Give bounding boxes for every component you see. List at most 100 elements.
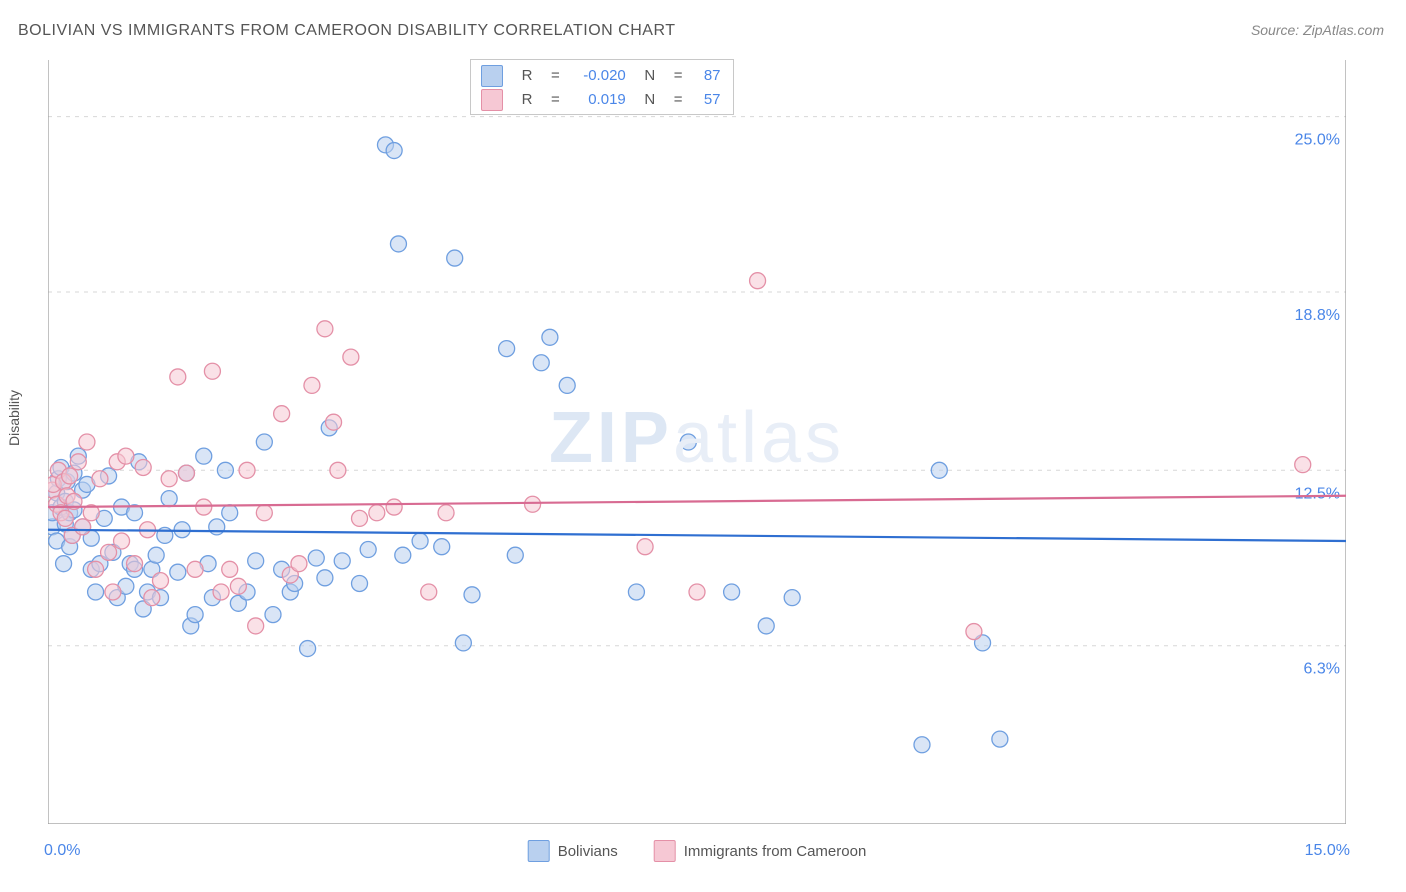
legend-label: Immigrants from Cameroon	[684, 843, 867, 860]
data-point	[170, 369, 186, 385]
data-point	[222, 561, 238, 577]
data-point	[118, 448, 134, 464]
data-point	[542, 329, 558, 345]
data-point	[525, 496, 541, 512]
data-point	[390, 236, 406, 252]
legend-swatch	[654, 840, 676, 862]
data-point	[1295, 457, 1311, 473]
data-point	[386, 143, 402, 159]
data-point	[966, 624, 982, 640]
x-min-label: 0.0%	[44, 842, 80, 860]
data-point	[56, 556, 72, 572]
legend-label: Bolivians	[558, 843, 618, 860]
data-point	[79, 434, 95, 450]
legend-item: Immigrants from Cameroon	[654, 840, 867, 862]
data-point	[637, 539, 653, 555]
data-point	[209, 519, 225, 535]
data-point	[304, 377, 320, 393]
data-point	[533, 355, 549, 371]
data-point	[308, 550, 324, 566]
n-label: N	[636, 64, 664, 88]
y-grid-label: 18.8%	[1295, 307, 1340, 324]
data-point	[784, 590, 800, 606]
data-point	[330, 462, 346, 478]
data-point	[57, 510, 73, 526]
x-max-label: 15.0%	[1305, 842, 1350, 860]
data-point	[135, 459, 151, 475]
data-point	[628, 584, 644, 600]
data-point	[178, 465, 194, 481]
correlation-legend: R=-0.020N=87R=0.019N=57	[470, 59, 734, 115]
data-point	[161, 471, 177, 487]
equals: =	[551, 88, 560, 112]
data-point	[256, 434, 272, 450]
data-point	[114, 533, 130, 549]
data-point	[758, 618, 774, 634]
data-point	[127, 556, 143, 572]
data-point	[274, 406, 290, 422]
y-grid-label: 6.3%	[1304, 661, 1340, 678]
legend-item: Bolivians	[528, 840, 618, 862]
data-point	[447, 250, 463, 266]
equals: =	[674, 64, 683, 88]
data-point	[464, 587, 480, 603]
n-label: N	[636, 88, 664, 112]
y-axis-label: Disability	[6, 390, 22, 446]
data-point	[291, 556, 307, 572]
data-point	[152, 573, 168, 589]
data-point	[204, 363, 220, 379]
data-point	[101, 544, 117, 560]
data-point	[144, 590, 160, 606]
data-point	[386, 499, 402, 515]
data-point	[334, 553, 350, 569]
data-point	[105, 584, 121, 600]
y-grid-label: 25.0%	[1295, 132, 1340, 149]
n-value: 57	[693, 88, 721, 112]
data-point	[196, 448, 212, 464]
data-point	[92, 471, 108, 487]
bottom-legend: Bolivians Immigrants from Cameroon	[528, 840, 867, 862]
data-point	[914, 737, 930, 753]
data-point	[88, 584, 104, 600]
data-point	[559, 377, 575, 393]
data-point	[265, 607, 281, 623]
trend-line	[48, 530, 1346, 541]
legend-swatch	[528, 840, 550, 862]
data-point	[230, 578, 246, 594]
data-point	[62, 468, 78, 484]
data-point	[326, 414, 342, 430]
data-point	[724, 584, 740, 600]
data-point	[421, 584, 437, 600]
data-point	[680, 434, 696, 450]
data-point	[248, 553, 264, 569]
plot-svg: 6.3% 12.5% 18.8% 25.0%	[48, 60, 1346, 824]
data-point	[300, 641, 316, 657]
source-credit: Source: ZipAtlas.com	[1251, 22, 1384, 38]
data-point	[352, 575, 368, 591]
data-point	[434, 539, 450, 555]
chart-footer: 0.0% 15.0% BoliviansImmigrants from Came…	[48, 832, 1346, 882]
correlation-row: R=-0.020N=87	[481, 64, 721, 88]
data-point	[148, 547, 164, 563]
data-point	[174, 522, 190, 538]
data-point	[750, 273, 766, 289]
data-point	[507, 547, 523, 563]
data-point	[70, 454, 86, 470]
data-point	[213, 584, 229, 600]
data-point	[222, 505, 238, 521]
data-point	[170, 564, 186, 580]
scatter-plot: ZIPatlas 6.3%12.5%18.8%25.0%	[48, 60, 1346, 824]
data-point	[931, 462, 947, 478]
data-point	[499, 341, 515, 357]
data-point	[352, 510, 368, 526]
legend-swatch	[481, 65, 503, 87]
data-point	[369, 505, 385, 521]
legend-swatch	[481, 89, 503, 111]
data-point	[196, 499, 212, 515]
data-point	[75, 519, 91, 535]
y-grid-label: 12.5%	[1295, 485, 1340, 502]
n-value: 87	[693, 64, 721, 88]
data-point	[360, 542, 376, 558]
data-point	[438, 505, 454, 521]
data-point	[343, 349, 359, 365]
